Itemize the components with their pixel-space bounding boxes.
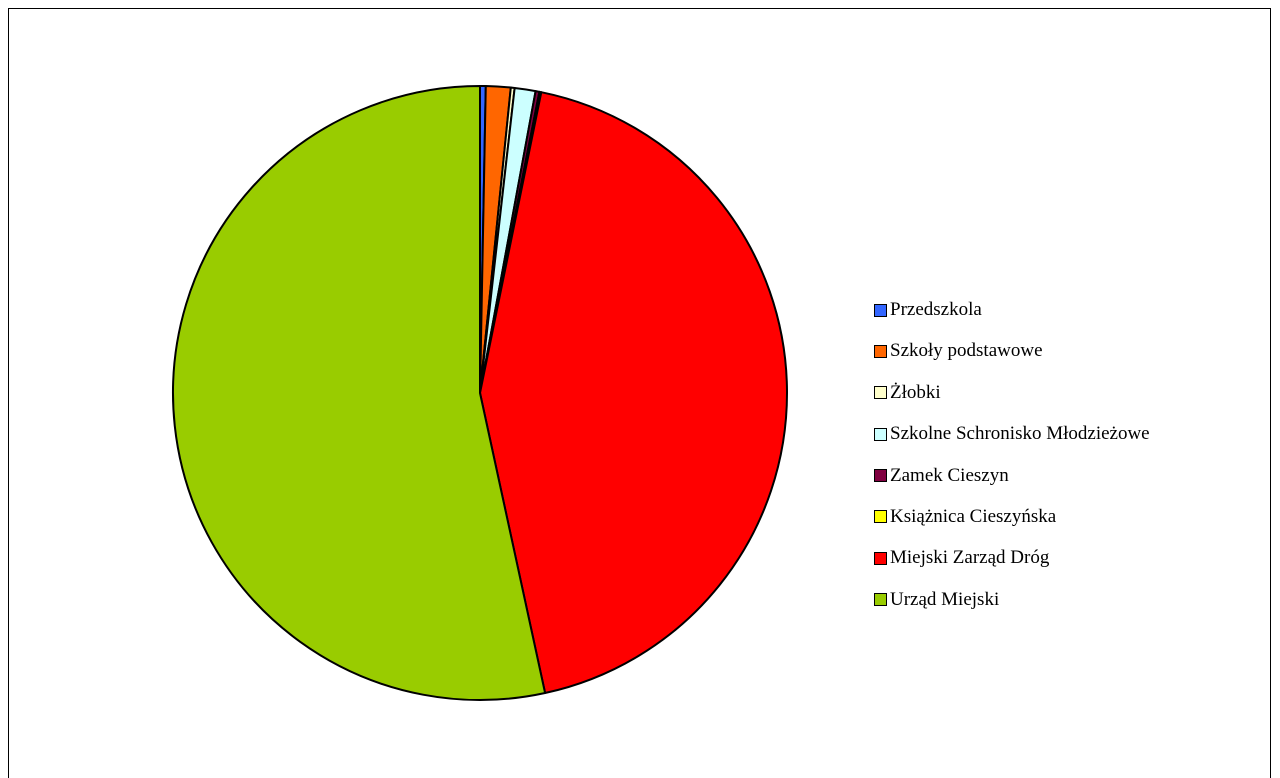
chart-legend: Przedszkola Szkoły podstawowe Żłobki Szkoln… (874, 297, 1150, 628)
legend-swatch (874, 551, 887, 565)
legend-label: Szkoły podstawowe (890, 340, 1043, 362)
legend-item-zamek-cieszyn: Zamek Cieszyn (874, 463, 1150, 489)
legend-item-szkolne-schronisko-mlodziezowe: Szkolne Schronisko Młodzieżowe (874, 421, 1150, 447)
pie-slice-urzad-miejski (172, 85, 547, 701)
legend-swatch (874, 510, 887, 524)
legend-item-zlobki: Żłobki (874, 380, 1150, 406)
legend-item-ksiaznica-cieszynska: Książnica Cieszyńska (874, 504, 1150, 530)
legend-swatch (874, 427, 887, 441)
legend-swatch (874, 469, 887, 483)
legend-label: Przedszkola (890, 299, 982, 320)
legend-swatch (874, 303, 887, 317)
legend-item-szkoly-podstawowe: Szkoły podstawowe (874, 338, 1150, 364)
legend-label: Książnica Cieszyńska (890, 505, 1057, 527)
legend-item-przedszkola: Przedszkola (874, 297, 1150, 323)
legend-swatch (874, 593, 887, 607)
pie-slice-miejski-zarzad-drog (479, 91, 789, 695)
legend-label: Urząd Miejski (890, 588, 1000, 610)
legend-label: Miejski Zarząd Dróg (890, 547, 1050, 569)
legend-item-miejski-zarzad-drog: Miejski Zarząd Dróg (874, 545, 1150, 571)
legend-label: Zamek Cieszyn (890, 464, 1009, 486)
legend-swatch (874, 386, 887, 400)
legend-label: Szkolne Schronisko Młodzieżowe (890, 423, 1150, 445)
legend-label: Żłobki (890, 381, 941, 403)
legend-swatch (874, 344, 887, 358)
legend-item-urzad-miejski: Urząd Miejski (874, 587, 1150, 613)
